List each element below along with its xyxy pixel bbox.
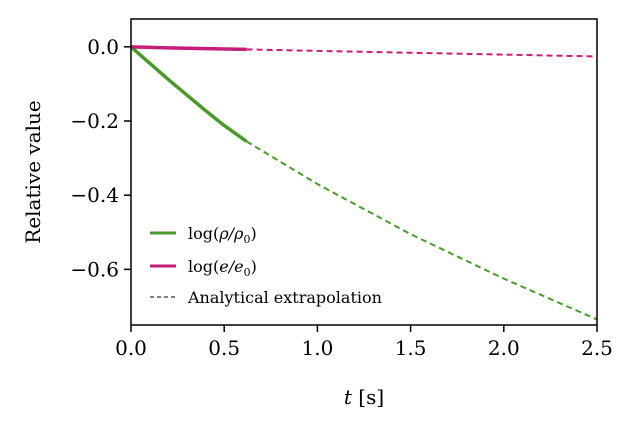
legend-label-subscript: 0 (243, 233, 250, 246)
x-axis-label: t [s] (344, 385, 384, 409)
y-tick-label: −0.2 (70, 109, 119, 133)
x-tick-label: 2.0 (488, 336, 520, 360)
y-tick-label: 0.0 (87, 35, 119, 59)
x-tick-label: 1.5 (395, 336, 427, 360)
y-tick-label: −0.6 (70, 257, 119, 281)
series-line-1 (130, 45, 247, 52)
x-axis-label-variable: t (344, 385, 353, 409)
legend-label-symbol: e/e (219, 257, 243, 276)
extrapolation-line-2 (246, 140, 598, 321)
legend-label-text: log( (188, 257, 219, 276)
legend-label-subscript: 0 (244, 266, 251, 279)
x-tick-label: 1.0 (301, 336, 333, 360)
x-tick-label: 0.0 (115, 336, 147, 360)
y-axis-ticks: 0.0 −0.2 −0.4 −0.6 (70, 35, 131, 281)
legend-label-text: log( (188, 224, 219, 243)
x-axis-ticks: 0.0 0.5 1.0 1.5 2.0 2.5 (115, 325, 613, 360)
series-line-0 (129, 45, 248, 143)
plot-lines (129, 45, 598, 321)
y-axis-label: Relative value (21, 100, 45, 243)
legend-label-0: log(ρ/ρ0) (188, 224, 257, 246)
y-tick-label: −0.4 (70, 183, 119, 207)
x-tick-label: 2.5 (581, 336, 613, 360)
legend-label-text: Analytical extrapolation (187, 288, 382, 307)
legend-label-close: ) (251, 257, 257, 276)
x-tick-label: 0.5 (208, 336, 240, 360)
legend-label-2: Analytical extrapolation (187, 288, 382, 307)
extrapolation-line-3 (246, 48, 598, 58)
legend: log(ρ/ρ0)log(e/e0)Analytical extrapolati… (150, 224, 382, 307)
legend-label-close: ) (250, 224, 256, 243)
x-axis-label-unit: [s] (352, 385, 384, 409)
legend-label-symbol: ρ/ρ (218, 224, 244, 243)
plot-frame (130, 18, 598, 326)
legend-label-1: log(e/e0) (188, 257, 257, 279)
